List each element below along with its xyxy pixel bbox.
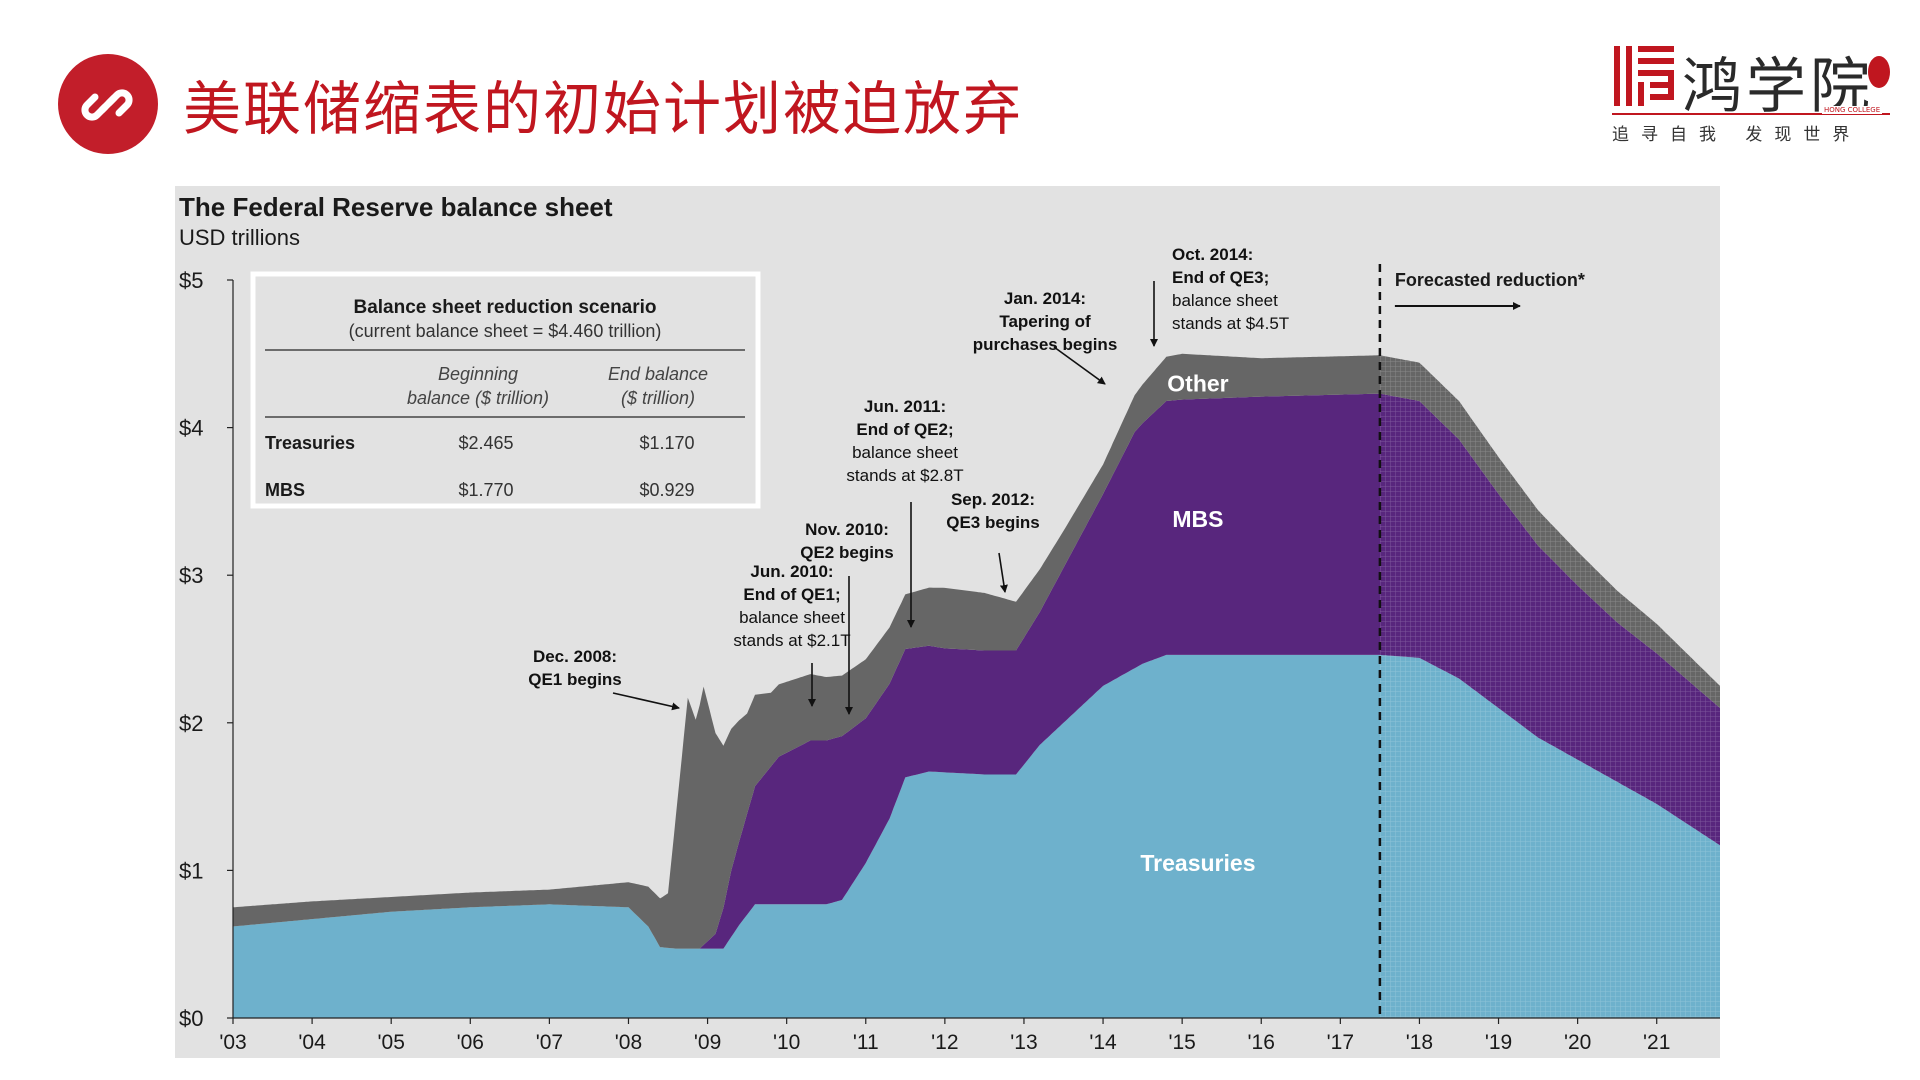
table-subtitle: (current balance sheet = $4.460 trillion… — [349, 321, 662, 341]
table-cell: $2.465 — [458, 433, 513, 453]
annotation-line: QE2 begins — [800, 543, 894, 562]
series-label: Other — [1167, 370, 1228, 396]
x-tick-label: '07 — [536, 1031, 563, 1054]
x-tick-label: '03 — [219, 1031, 246, 1054]
annotation-line: stands at $2.1T — [733, 631, 850, 650]
logo-seal-icon — [1614, 46, 1674, 106]
annotation-line: Tapering of — [999, 312, 1091, 331]
annotation-arrow — [998, 552, 1008, 593]
annotation-line: Sep. 2012: — [951, 490, 1035, 509]
annotation-line: Dec. 2008: — [533, 647, 617, 666]
annotation-line: Jan. 2014: — [1004, 289, 1086, 308]
x-tick-label: '18 — [1406, 1031, 1433, 1054]
x-tick-label: '12 — [931, 1031, 958, 1054]
table-row-label: Treasuries — [265, 433, 355, 453]
x-tick-label: '05 — [378, 1031, 405, 1054]
annotation-line: Nov. 2010: — [805, 520, 889, 539]
table-col-begin-1: Beginning — [438, 364, 518, 384]
annotation-line: purchases begins — [973, 335, 1118, 354]
chart-title: The Federal Reserve balance sheet — [179, 192, 613, 222]
link-icon — [58, 54, 158, 154]
annotation-line: Jun. 2010: — [750, 562, 833, 581]
page-title: 美联储缩表的初始计划被迫放弃 — [183, 75, 1024, 143]
annotation-line: End of QE1; — [743, 585, 840, 604]
x-tick-label: '21 — [1643, 1031, 1670, 1054]
logo-english: HONG COLLEGE — [1822, 106, 1883, 114]
logo-motto: 追寻自我 发现世界 — [1612, 125, 1862, 145]
x-tick-label: '19 — [1485, 1031, 1512, 1054]
annotation-line: End of QE3; — [1172, 268, 1269, 287]
x-tick-label: '04 — [298, 1031, 326, 1054]
annotation-line: QE1 begins — [528, 670, 622, 689]
annotation-arrow — [1053, 346, 1106, 385]
chart-subtitle: USD trillions — [179, 225, 300, 250]
logo-divider — [1612, 113, 1890, 115]
forecast-hatch — [1379, 355, 1720, 1018]
series-label: MBS — [1172, 506, 1223, 532]
x-tick-label: '15 — [1168, 1031, 1195, 1054]
x-tick-label: '14 — [1089, 1031, 1117, 1054]
annotation-line: balance sheet — [852, 443, 958, 462]
annotation-text: Jan. 2014: Tapering of purchases begins — [973, 289, 1118, 354]
college-logo: 鸿学院 HONG COLLEGE 追寻自我 发现世界 — [1612, 34, 1902, 146]
annotation-text: Oct. 2014: End of QE3; balance sheet stands… — [1172, 245, 1289, 333]
y-tick-label: $2 — [179, 711, 203, 736]
table-cell: $1.770 — [458, 480, 513, 500]
table-cell: $0.929 — [639, 480, 694, 500]
x-tick-label: '10 — [773, 1031, 800, 1054]
x-tick-label: '09 — [694, 1031, 721, 1054]
y-tick-label: $1 — [179, 858, 203, 883]
annotation-text: Sep. 2012: QE3 begins — [946, 490, 1040, 532]
series-area-treasuries — [233, 654, 1720, 1018]
x-tick-label: '17 — [1327, 1031, 1354, 1054]
reduction-table: Balance sheet reduction scenario (curren… — [250, 271, 761, 509]
plot-area: $0 $1 $2 $3 $4 $5 '03 '04 '05 '06 '07 '08 '09 '10 '11 '… — [179, 264, 1720, 1054]
logo-stamp — [1868, 56, 1890, 88]
y-tick-label: $0 — [179, 1006, 203, 1031]
y-tick-label: $5 — [179, 268, 203, 293]
annotation-line: stands at $2.8T — [846, 466, 963, 485]
table-col-end-2: ($ trillion) — [621, 388, 695, 408]
x-tick-label: '20 — [1564, 1031, 1591, 1054]
x-tick-label: '16 — [1248, 1031, 1275, 1054]
annotation-line: balance sheet — [739, 608, 845, 627]
y-tick-label: $4 — [179, 416, 203, 441]
annotation-text: Dec. 2008: QE1 begins — [528, 647, 622, 689]
table-col-begin-2: balance ($ trillion) — [407, 388, 549, 408]
annotations: Forecasted reduction* Other MBS Treasuries D… — [528, 245, 1585, 876]
x-tick-label: '06 — [457, 1031, 484, 1054]
table-title: Balance sheet reduction scenario — [353, 297, 656, 318]
table-row-label: MBS — [265, 480, 305, 500]
annotation-arrow — [612, 692, 680, 711]
annotation-text: Nov. 2010: QE2 begins — [800, 520, 894, 562]
series-label: Treasuries — [1140, 850, 1255, 876]
series-area-mbs — [233, 393, 1720, 949]
annotation-line: Jun. 2011: — [864, 397, 946, 416]
annotation-line: End of QE2; — [856, 420, 953, 439]
table-col-end-1: End balance — [608, 364, 708, 384]
annotation-line: balance sheet — [1172, 291, 1278, 310]
table-cell: $1.170 — [639, 433, 694, 453]
forecast-label: Forecasted reduction* — [1395, 270, 1585, 290]
annotation-text: Jun. 2010: End of QE1; balance sheet stands… — [733, 562, 850, 650]
annotation-line: QE3 begins — [946, 513, 1040, 532]
chart-panel: The Federal Reserve balance sheet USD tr… — [175, 186, 1720, 1058]
annotation-text: Jun. 2011: End of QE2; balance sheet stands… — [846, 397, 963, 485]
x-tick-label: '11 — [853, 1031, 879, 1054]
balance-sheet-chart: The Federal Reserve balance sheet USD tr… — [179, 192, 1720, 1054]
annotation-line: Oct. 2014: — [1172, 245, 1253, 264]
annotation-line: stands at $4.5T — [1172, 314, 1289, 333]
x-tick-label: '13 — [1010, 1031, 1037, 1054]
y-tick-label: $3 — [179, 563, 203, 588]
x-tick-label: '08 — [615, 1031, 642, 1054]
